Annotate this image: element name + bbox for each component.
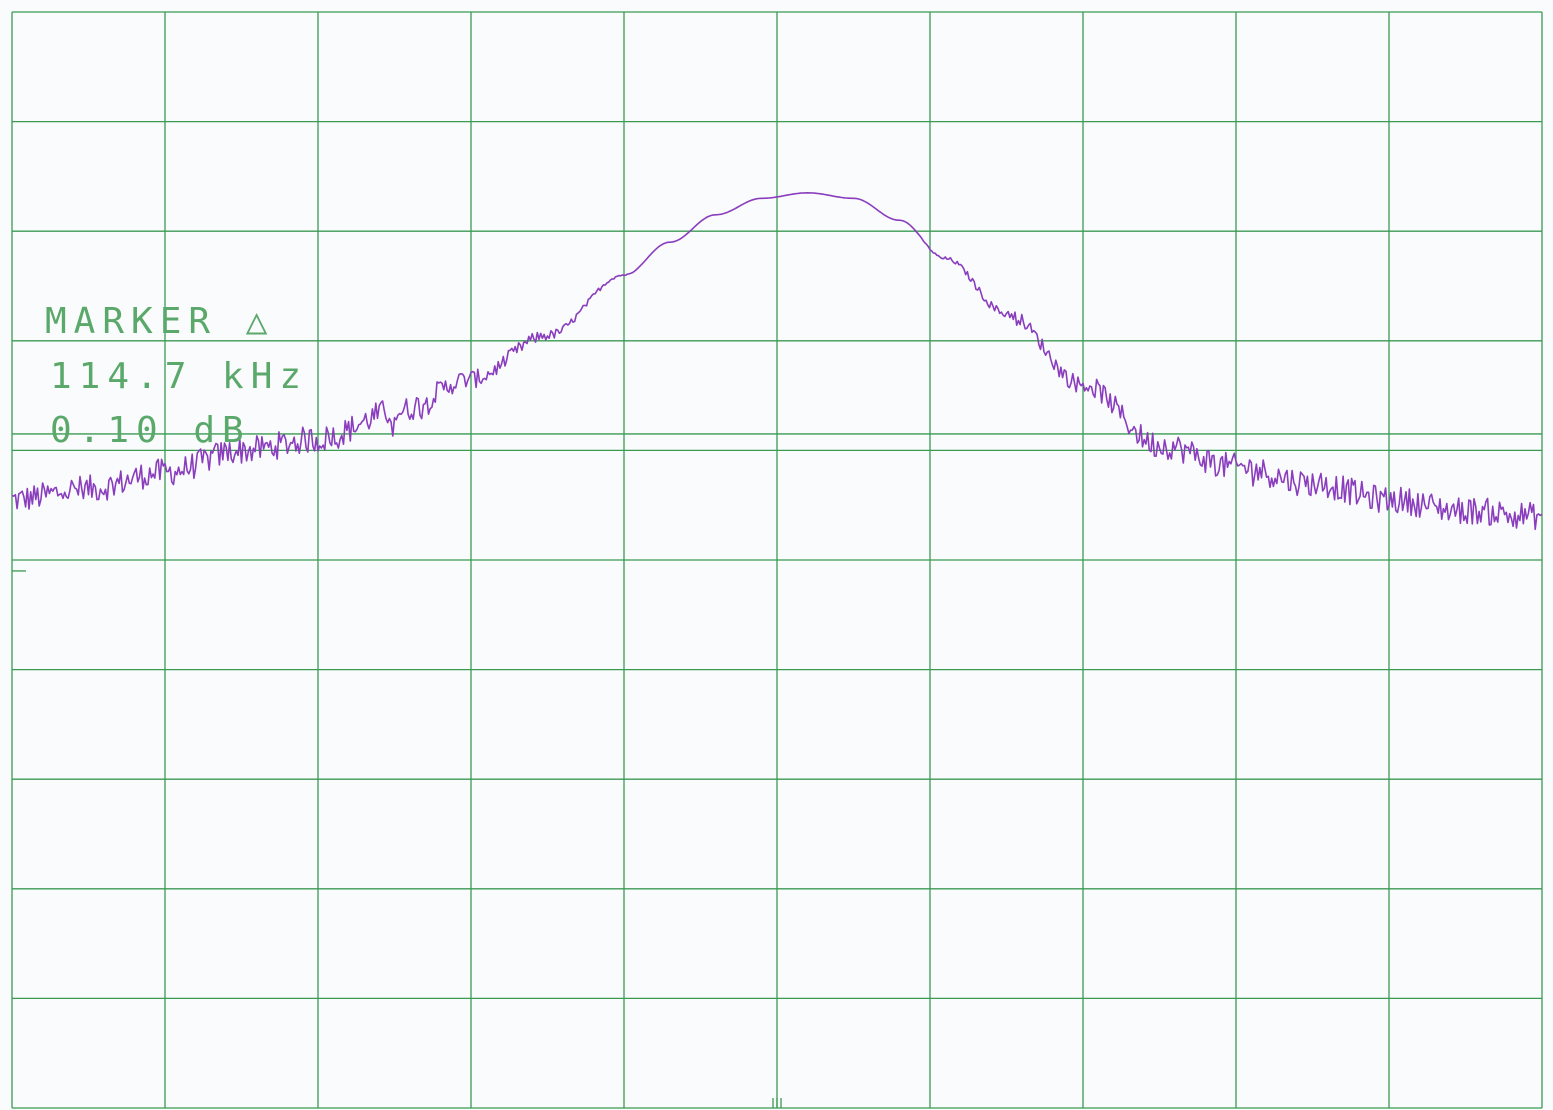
center-tick-marks: [12, 570, 782, 1108]
spectrum-trace: [11, 192, 1543, 531]
marker-frequency: 114.7 kHz: [50, 356, 308, 397]
marker-label: MARKER △: [45, 301, 274, 342]
graticule: [11, 11, 1543, 1109]
marker-amplitude: 0.10 dB: [50, 410, 251, 451]
marker-readout: MARKER △ 114.7 kHz 0.10 dB: [45, 301, 308, 451]
